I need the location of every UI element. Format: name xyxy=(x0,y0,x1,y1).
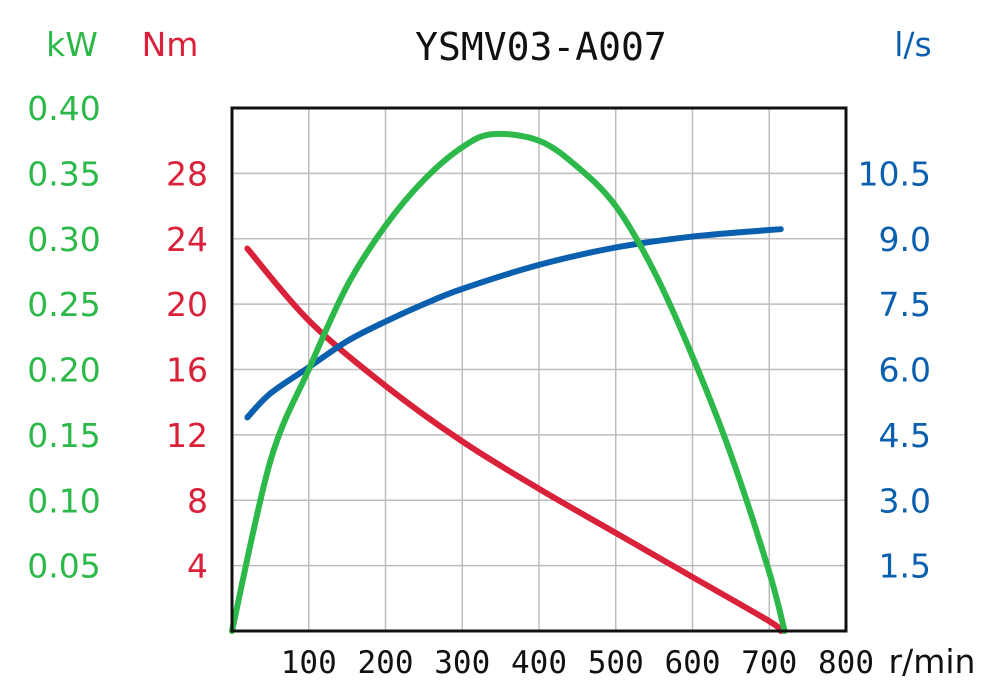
torque-tick-label: 16 xyxy=(166,351,208,390)
x-tick-label: 300 xyxy=(434,645,490,681)
x-axis-unit: r/min xyxy=(889,642,976,681)
power-tick-label: 0.30 xyxy=(27,220,100,259)
flow-tick-label: 7.5 xyxy=(879,285,931,324)
torque-tick-label: 28 xyxy=(166,154,208,193)
x-tick-label: 400 xyxy=(511,645,567,681)
power-axis-ticks: 0.05 0.10 0.15 0.20 0.25 0.30 0.35 0.40 xyxy=(27,89,100,586)
x-tick-label: 800 xyxy=(818,645,874,681)
x-tick-label: 200 xyxy=(358,645,414,681)
flow-tick-label: 6.0 xyxy=(879,351,931,390)
flow-tick-label: 9.0 xyxy=(879,220,931,259)
x-axis-ticks: 100 200 300 400 500 600 700 800 xyxy=(281,645,874,681)
x-tick-label: 700 xyxy=(741,645,797,681)
flow-tick-label: 1.5 xyxy=(879,547,931,586)
power-tick-label: 0.25 xyxy=(27,285,100,324)
power-tick-label: 0.15 xyxy=(27,416,100,455)
torque-curve xyxy=(244,245,784,634)
flow-tick-label: 10.5 xyxy=(858,154,931,193)
power-tick-label: 0.05 xyxy=(27,547,100,586)
flow-tick-label: 4.5 xyxy=(879,416,931,455)
torque-tick-label: 8 xyxy=(187,481,208,520)
torque-axis-ticks: 4 8 12 16 20 24 28 xyxy=(166,154,208,585)
plot-frame xyxy=(230,106,848,633)
torque-tick-label: 24 xyxy=(166,220,208,259)
power-curve xyxy=(229,130,788,634)
torque-tick-label: 4 xyxy=(187,547,208,586)
power-axis-unit: kW xyxy=(46,25,98,64)
grid-lines xyxy=(232,108,846,631)
x-tick-label: 100 xyxy=(281,645,337,681)
power-tick-label: 0.40 xyxy=(27,89,100,128)
torque-tick-label: 12 xyxy=(166,416,208,455)
power-tick-label: 0.10 xyxy=(27,481,100,520)
power-tick-label: 0.20 xyxy=(27,351,100,390)
power-tick-label: 0.35 xyxy=(27,154,100,193)
torque-tick-label: 20 xyxy=(166,285,208,324)
flow-axis-unit: l/s xyxy=(894,25,931,64)
torque-axis-unit: Nm xyxy=(142,25,199,64)
series-layer xyxy=(229,130,788,634)
x-tick-label: 500 xyxy=(588,645,644,681)
flow-tick-label: 3.0 xyxy=(879,481,931,520)
x-tick-label: 600 xyxy=(665,645,721,681)
flow-axis-ticks: 1.5 3.0 4.5 6.0 7.5 9.0 10.5 xyxy=(858,154,931,585)
chart-title: YSMV03-A007 xyxy=(415,25,667,69)
